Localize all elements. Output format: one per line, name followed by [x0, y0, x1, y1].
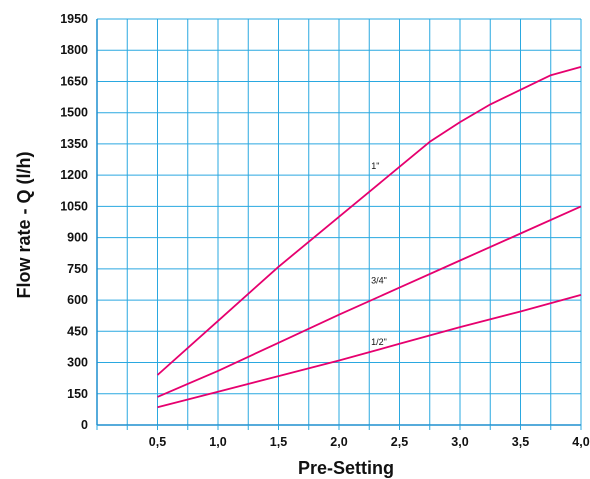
y-tick-label: 750: [67, 262, 88, 276]
y-tick-label: 150: [67, 387, 88, 401]
x-tick-label: 2,5: [391, 435, 408, 449]
y-tick-label: 1950: [60, 12, 88, 26]
y-tick-label: 1200: [60, 168, 88, 182]
y-tick-label: 900: [67, 231, 88, 245]
y-tick-label: 1050: [60, 199, 88, 213]
y-tick-label: 450: [67, 324, 88, 338]
x-tick-label: 2,0: [330, 435, 347, 449]
series-line-3: [157, 294, 582, 409]
x-tick-label: 1,5: [270, 435, 287, 449]
tick-labels: 0 150 300 450 600 750 900 1050 1200 1350 1500 1650 1…: [60, 12, 590, 449]
x-tick-label: 3,5: [512, 435, 529, 449]
x-tick-label: 0,5: [149, 435, 166, 449]
series-lines: [156, 66, 582, 409]
x-axis-title: Pre-Setting: [298, 458, 394, 478]
series-line-2: [157, 205, 582, 398]
y-tick-label: 1350: [60, 137, 88, 151]
series-label-1: 1": [371, 161, 379, 171]
y-axis-title: Flow rate - Q (l/h): [14, 151, 34, 298]
y-tick-label: 300: [67, 356, 88, 370]
y-tick-label: 1800: [60, 43, 88, 57]
y-tick-label: 1500: [60, 106, 88, 120]
y-tick-label: 0: [81, 418, 88, 432]
series-labels: 1" 3/4" 1/2": [371, 161, 387, 347]
y-tick-label: 600: [67, 293, 88, 307]
y-tick-label: 1650: [60, 74, 88, 88]
series-line-1: [156, 66, 582, 376]
axes: [96, 19, 582, 430]
x-tick-label: 3,0: [451, 435, 468, 449]
x-tick-label: 4,0: [572, 435, 589, 449]
series-label-2: 3/4": [371, 275, 387, 285]
x-tick-label: 1,0: [209, 435, 226, 449]
series-label-3: 1/2": [371, 337, 387, 347]
